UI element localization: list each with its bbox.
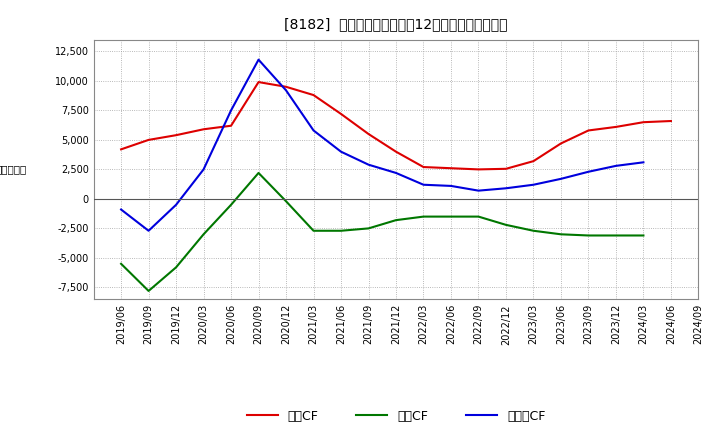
フリーCF [529,182,538,187]
営業CF [337,111,346,117]
営業CF [667,118,675,124]
営業CF [474,167,483,172]
投資CF [199,231,208,237]
投資CF [446,214,455,219]
投資CF [502,222,510,227]
営業CF [584,128,593,133]
投資CF [282,198,290,204]
営業CF [309,92,318,98]
営業CF [254,80,263,85]
フリーCF [474,188,483,193]
営業CF [639,120,648,125]
フリーCF [117,207,125,212]
フリーCF [309,128,318,133]
フリーCF [419,182,428,187]
投資CF [419,214,428,219]
営業CF [611,124,620,129]
投資CF [337,228,346,233]
投資CF [144,288,153,293]
投資CF [611,233,620,238]
営業CF [144,137,153,143]
投資CF [584,233,593,238]
営業CF [282,84,290,89]
投資CF [639,233,648,238]
営業CF [364,132,373,137]
営業CF [502,166,510,172]
Line: フリーCF: フリーCF [121,60,644,231]
フリーCF [254,57,263,62]
投資CF [474,214,483,219]
フリーCF [584,169,593,174]
営業CF [529,158,538,164]
フリーCF [172,202,181,207]
Y-axis label: （百万円）: （百万円） [0,165,27,174]
営業CF [227,123,235,128]
フリーCF [446,183,455,189]
投資CF [392,217,400,223]
営業CF [117,147,125,152]
フリーCF [282,88,290,93]
投資CF [557,231,565,237]
投資CF [227,202,235,207]
フリーCF [227,108,235,113]
営業CF [172,132,181,138]
フリーCF [144,228,153,233]
投資CF [529,228,538,233]
投資CF [117,261,125,267]
営業CF [392,149,400,154]
投資CF [309,228,318,233]
Line: 営業CF: 営業CF [121,82,671,169]
営業CF [199,127,208,132]
Legend: 営業CF, 投資CF, フリーCF: 営業CF, 投資CF, フリーCF [242,405,550,428]
営業CF [419,165,428,170]
フリーCF [502,186,510,191]
Title: [8182]  キャッシュフローの12か月移動合計の推移: [8182] キャッシュフローの12か月移動合計の推移 [284,18,508,32]
営業CF [557,141,565,146]
フリーCF [557,176,565,181]
フリーCF [392,170,400,176]
フリーCF [639,160,648,165]
営業CF [446,165,455,171]
投資CF [364,226,373,231]
フリーCF [364,162,373,167]
投資CF [172,265,181,270]
フリーCF [611,163,620,169]
フリーCF [337,149,346,154]
投資CF [254,170,263,176]
フリーCF [199,167,208,172]
Line: 投資CF: 投資CF [121,173,644,291]
